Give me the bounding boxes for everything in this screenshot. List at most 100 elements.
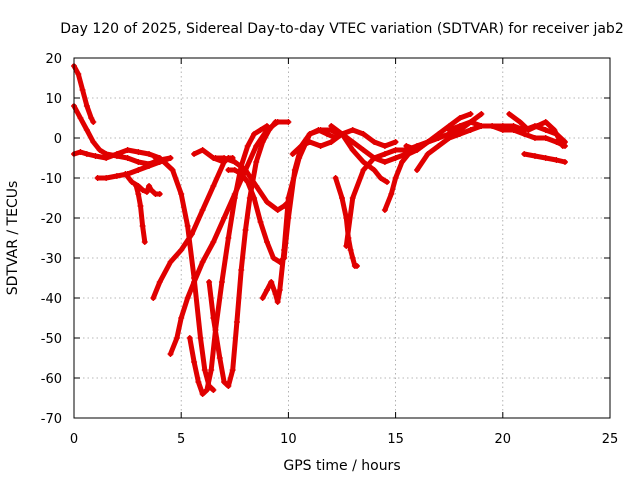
- data-point: [83, 151, 90, 157]
- data-point: [467, 127, 474, 133]
- data-point: [77, 115, 84, 121]
- data-point: [446, 135, 453, 141]
- data-point: [253, 183, 260, 189]
- data-point: [156, 191, 163, 197]
- data-point: [371, 139, 378, 145]
- data-point: [156, 279, 163, 285]
- data-point: [231, 167, 238, 173]
- data-point: [263, 123, 270, 129]
- data-point: [360, 159, 367, 165]
- x-tick-labels: 0 5 10 15 20 25: [70, 432, 618, 447]
- data-point: [184, 295, 191, 301]
- data-point: [377, 175, 384, 181]
- data-point: [306, 131, 313, 137]
- data-point: [199, 207, 206, 213]
- data-point: [135, 191, 142, 197]
- data-point: [178, 247, 185, 253]
- data-point: [257, 127, 264, 133]
- data-point: [238, 267, 245, 273]
- data-point: [133, 183, 140, 189]
- series-line: [225, 167, 287, 265]
- data-point: [323, 131, 330, 137]
- data-point: [559, 143, 566, 149]
- data-point: [274, 299, 281, 305]
- data-point: [381, 159, 388, 165]
- data-point: [122, 171, 129, 177]
- series-line: [71, 147, 163, 161]
- data-point: [83, 127, 90, 133]
- plot-frame: [73, 57, 611, 419]
- data-point: [218, 279, 225, 285]
- y-tick-label: -50: [41, 332, 62, 347]
- series-track-20: [343, 143, 421, 249]
- data-point: [146, 163, 153, 169]
- y-tick-label: 10: [45, 92, 62, 107]
- series-line: [206, 119, 278, 389]
- data-point: [88, 115, 95, 121]
- data-point: [435, 131, 442, 137]
- data-point: [143, 189, 150, 195]
- data-point: [139, 187, 146, 193]
- y-tick-label: -70: [41, 412, 62, 427]
- data-point: [525, 127, 532, 133]
- data-point: [221, 155, 228, 161]
- data-point: [199, 147, 206, 153]
- series-track-25: [446, 119, 568, 149]
- data-point: [197, 335, 204, 341]
- data-point: [360, 131, 367, 137]
- data-point: [139, 223, 146, 229]
- data-point: [229, 367, 236, 373]
- data-point: [291, 167, 298, 173]
- data-point: [414, 147, 421, 153]
- data-point: [534, 123, 541, 129]
- data-point: [79, 87, 86, 93]
- data-point: [169, 167, 176, 173]
- series-track-6: [133, 183, 148, 245]
- data-point: [531, 135, 538, 141]
- data-point: [266, 127, 273, 133]
- data-point: [381, 207, 388, 213]
- data-point: [467, 111, 474, 117]
- data-point: [499, 127, 506, 133]
- series-track-4: [94, 155, 174, 181]
- data-point: [343, 243, 350, 249]
- data-point: [360, 147, 367, 153]
- x-tick-label: 15: [387, 432, 404, 447]
- axis-ticks: [73, 57, 611, 419]
- data-point: [263, 239, 270, 245]
- y-tick-labels: 20 10 0 -10 -20 -30 -40 -50 -60 -70: [41, 52, 62, 427]
- data-point: [178, 191, 185, 197]
- data-point: [478, 111, 485, 117]
- data-point: [392, 147, 399, 153]
- data-point: [553, 157, 560, 163]
- data-point: [199, 391, 206, 397]
- data-point: [456, 123, 463, 129]
- series-track-19: [332, 175, 361, 269]
- data-point: [272, 119, 279, 125]
- data-point: [221, 215, 228, 221]
- data-point: [339, 195, 345, 201]
- data-point: [360, 167, 367, 173]
- data-point: [77, 149, 84, 155]
- data-point: [212, 155, 219, 161]
- series-line: [446, 119, 568, 149]
- y-tick-label: -30: [41, 252, 62, 267]
- data-point: [328, 139, 335, 145]
- series-track-23: [403, 111, 474, 153]
- series-line: [213, 155, 291, 213]
- data-point: [113, 151, 120, 157]
- data-point: [263, 287, 270, 293]
- data-point: [263, 199, 270, 205]
- data-point: [210, 387, 217, 393]
- data-point: [124, 155, 131, 161]
- data-point: [392, 155, 399, 161]
- x-tick-label: 0: [70, 432, 78, 447]
- data-point: [274, 207, 281, 213]
- data-point: [317, 143, 324, 149]
- data-point: [281, 255, 288, 261]
- data-point: [83, 103, 90, 109]
- data-point: [521, 131, 528, 137]
- data-point: [272, 291, 279, 297]
- x-tick-label: 10: [280, 432, 297, 447]
- data-point: [371, 155, 378, 161]
